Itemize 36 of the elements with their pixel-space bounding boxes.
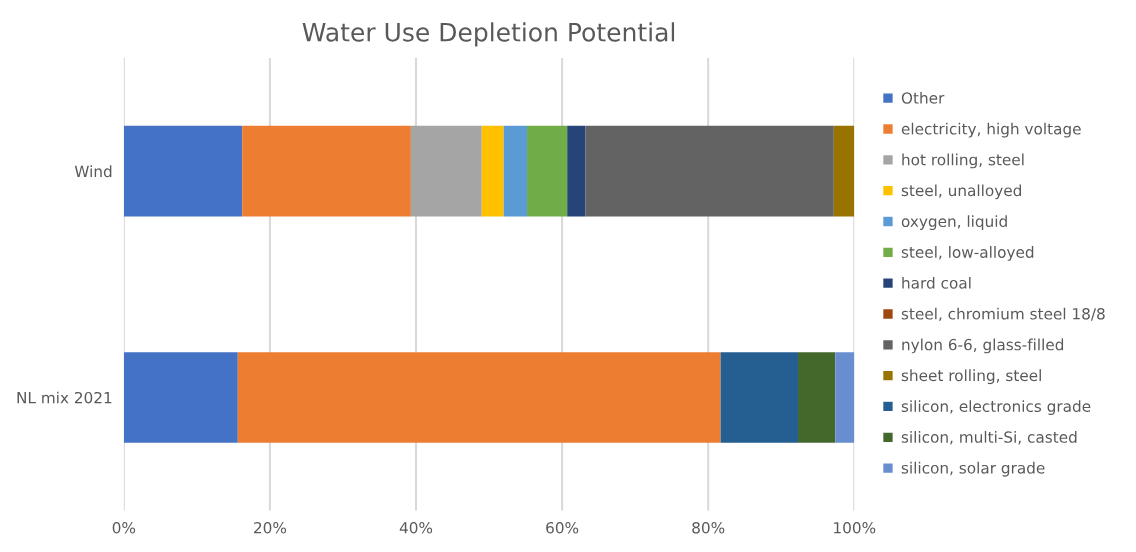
x-tick-label: 20%: [254, 521, 287, 534]
y-tick-label: NL mix 2021: [17, 391, 112, 404]
x-tick-label: 0%: [112, 521, 136, 534]
legend-label: silicon, solar grade: [901, 461, 1045, 477]
bar: [585, 125, 834, 217]
legend-label: steel, chromium steel 18/8: [901, 307, 1105, 322]
bar: [720, 352, 799, 443]
x-tick-label: 100%: [834, 521, 876, 534]
bar: [503, 125, 528, 217]
bar: [242, 125, 411, 217]
y-tick-label: Wind: [74, 165, 112, 178]
x-tick-label: 40%: [399, 521, 433, 534]
legend-label: sheet rolling, steel: [901, 369, 1041, 385]
bar: [798, 352, 836, 443]
legend-label: steel, unalloyed: [901, 184, 1021, 200]
bar: [527, 125, 568, 217]
legend-label: silicon, electronics grade: [901, 400, 1091, 415]
bar: [567, 125, 586, 217]
x-tick-label: 60%: [546, 521, 579, 534]
bar: [481, 125, 504, 217]
bar: [833, 125, 855, 217]
bar: [123, 352, 238, 443]
legend-label: Other: [901, 91, 945, 104]
bar: [123, 125, 243, 217]
legend-label: nylon 6-6, glass-filled: [902, 338, 1064, 354]
bar: [835, 352, 855, 443]
legend-label: electricity, high voltage: [901, 122, 1081, 138]
legend-label: oxygen, liquid: [901, 215, 1007, 231]
bar: [237, 352, 721, 443]
legend-label: silicon, multi-Si, casted: [901, 431, 1077, 445]
legend-label: hot rolling, steel: [902, 153, 1024, 169]
x-tick-label: 80%: [692, 521, 725, 534]
legend-label: hard coal: [902, 276, 971, 289]
legend-label: steel, low-alloyed: [901, 246, 1034, 261]
bar: [410, 125, 482, 217]
chart-title: Water Use Depletion Potential: [302, 22, 675, 47]
